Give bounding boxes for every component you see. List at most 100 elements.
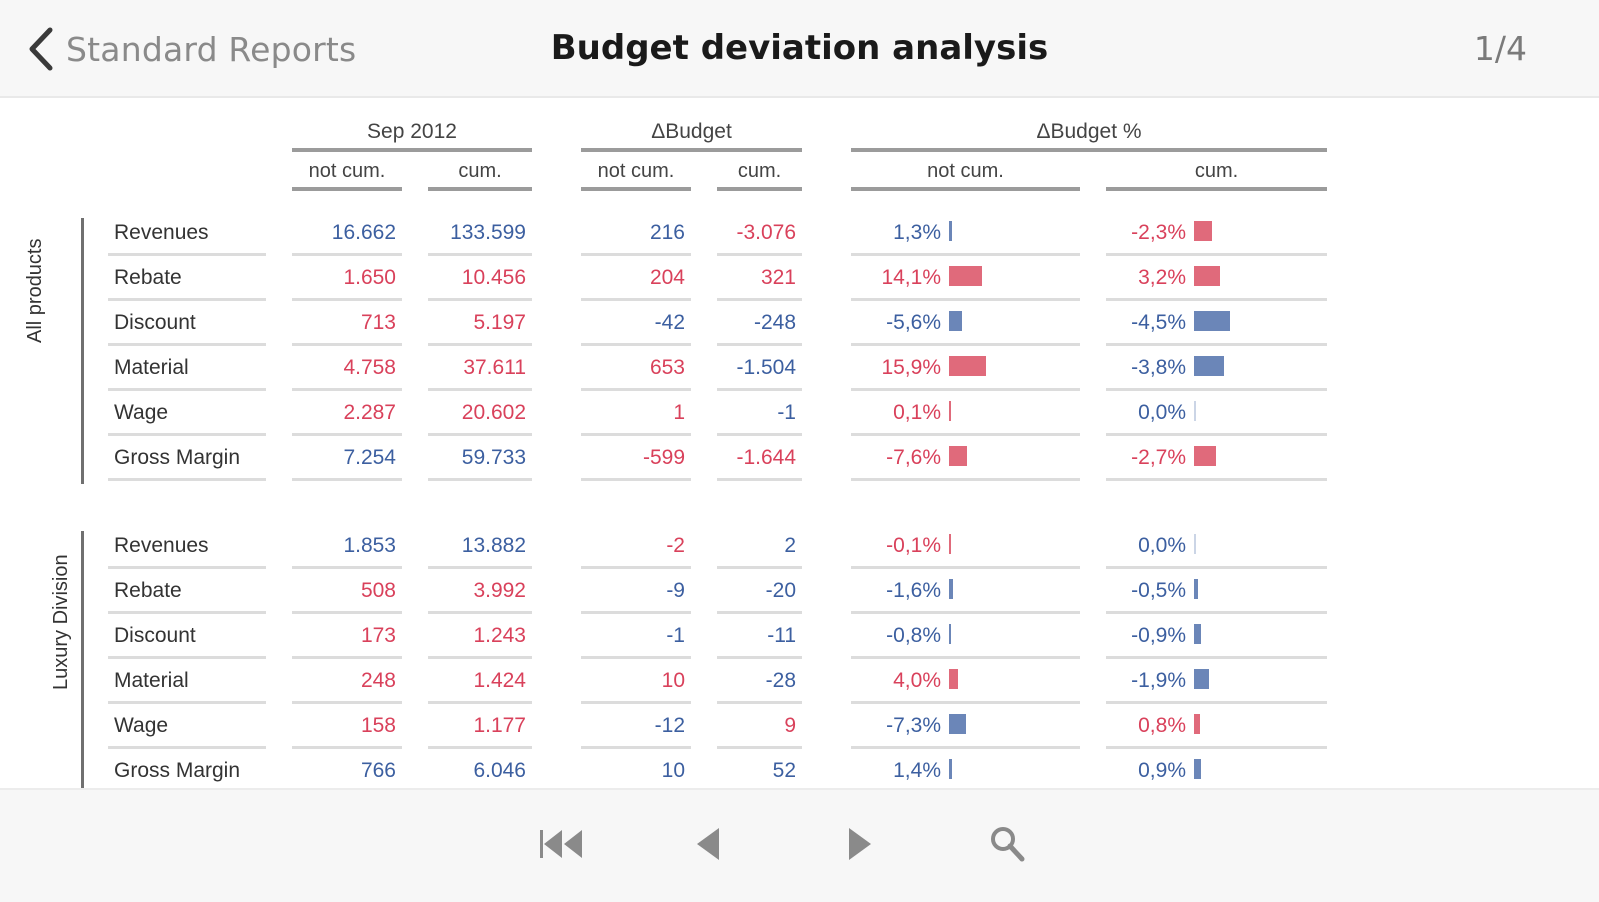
deviation-bar <box>949 446 967 467</box>
header-divider <box>428 187 532 191</box>
header-divider <box>292 187 402 191</box>
subheader-not-cum: not cum. <box>308 160 386 182</box>
skip-to-first-icon <box>540 830 582 858</box>
value-cell: 158 <box>292 706 402 749</box>
percent-cell: 3,2% <box>1106 258 1327 301</box>
percent-cell: 1,3% <box>851 213 1080 256</box>
percent-value: -0,9% <box>1131 624 1186 647</box>
deviation-bar <box>1194 446 1216 467</box>
percent-value: -1,9% <box>1131 669 1186 692</box>
percent-value: -0,1% <box>886 534 941 557</box>
percent-cell: -0,5% <box>1106 571 1327 614</box>
back-button[interactable]: Standard Reports <box>26 24 356 74</box>
table-row: Wage 2.287 20.602 1 -1 0,1% 0,0% <box>0 393 1599 439</box>
percent-cell: 14,1% <box>851 258 1080 301</box>
value-cell: 204 <box>581 258 691 301</box>
deviation-bar <box>1194 221 1212 242</box>
value-cell: 321 <box>717 258 802 301</box>
row-label: Revenues <box>108 213 266 256</box>
value-cell: -9 <box>581 571 691 614</box>
column-group-sep-2012: Sep 2012 <box>367 120 457 143</box>
row-label: Wage <box>108 706 266 749</box>
row-label: Gross Margin <box>108 438 266 481</box>
percent-value: 0,8% <box>1138 714 1186 737</box>
percent-value: 0,0% <box>1138 534 1186 557</box>
table-row: Material 248 1.424 10 -28 4,0% -1,9% <box>0 661 1599 707</box>
percent-cell: 0,0% <box>1106 526 1327 569</box>
row-label: Discount <box>108 616 266 659</box>
page-indicator: 1/4 <box>1473 29 1527 68</box>
deviation-bar <box>949 669 958 690</box>
percent-value: -7,3% <box>886 714 941 737</box>
header-divider <box>851 187 1080 191</box>
header-divider <box>1106 187 1327 191</box>
percent-cell: -7,6% <box>851 438 1080 481</box>
top-bar: Standard Reports Budget deviation analys… <box>0 0 1599 98</box>
table-row: Discount 713 5.197 -42 -248 -5,6% -4,5% <box>0 303 1599 349</box>
subheader-cum: cum. <box>737 160 782 182</box>
next-page-button[interactable] <box>830 818 890 870</box>
percent-cell: 1,4% <box>851 751 1080 788</box>
search-button[interactable] <box>978 818 1038 870</box>
subheader-cum: cum. <box>458 160 502 182</box>
row-label: Material <box>108 348 266 391</box>
deviation-bar <box>1194 311 1230 332</box>
value-cell: 1.424 <box>428 661 532 704</box>
percent-value: -7,6% <box>886 446 941 469</box>
deviation-bar <box>1194 356 1224 377</box>
percent-value: 0,9% <box>1138 759 1186 782</box>
percent-value: -1,6% <box>886 579 941 602</box>
deviation-bar <box>949 401 951 422</box>
value-cell: 2.287 <box>292 393 402 436</box>
previous-page-button[interactable] <box>678 818 738 870</box>
percent-cell: 0,1% <box>851 393 1080 436</box>
deviation-bar <box>949 714 966 735</box>
page-title: Budget deviation analysis <box>550 28 1049 68</box>
value-cell: 20.602 <box>428 393 532 436</box>
subheader-cum: cum. <box>1194 160 1239 182</box>
value-cell: 766 <box>292 751 402 788</box>
value-cell: 216 <box>581 213 691 256</box>
deviation-bar <box>949 311 962 332</box>
percent-cell: -0,9% <box>1106 616 1327 659</box>
percent-cell: 0,0% <box>1106 393 1327 436</box>
percent-cell: -2,7% <box>1106 438 1327 481</box>
value-cell: -20 <box>717 571 802 614</box>
header-divider <box>717 187 802 191</box>
table-row: Revenues 16.662 133.599 216 -3.076 1,3% -2,3% <box>0 213 1599 259</box>
value-cell: -1 <box>717 393 802 436</box>
chevron-left-icon <box>29 27 53 71</box>
percent-cell: -3,8% <box>1106 348 1327 391</box>
value-cell: 59.733 <box>428 438 532 481</box>
table-row: Revenues 1.853 13.882 -2 2 -0,1% 0,0% <box>0 526 1599 572</box>
percent-cell: 15,9% <box>851 348 1080 391</box>
first-page-button[interactable] <box>532 818 592 870</box>
value-cell: -12 <box>581 706 691 749</box>
value-cell: -3.076 <box>717 213 802 256</box>
value-cell: 10.456 <box>428 258 532 301</box>
bottom-toolbar <box>0 788 1599 902</box>
deviation-bar <box>1194 534 1196 555</box>
value-cell: 653 <box>581 348 691 391</box>
value-cell: 133.599 <box>428 213 532 256</box>
value-cell: 713 <box>292 303 402 346</box>
deviation-bar <box>949 266 982 287</box>
percent-cell: -4,5% <box>1106 303 1327 346</box>
subheader-not-cum: not cum. <box>597 160 675 182</box>
row-label: Wage <box>108 393 266 436</box>
section-bracket <box>81 218 84 484</box>
previous-icon <box>697 828 719 860</box>
header-divider <box>851 148 1327 152</box>
report-content: Sep 2012 ΔBudget ΔBudget % not cum. cum.… <box>0 98 1599 788</box>
value-cell: 3.992 <box>428 571 532 614</box>
value-cell: 52 <box>717 751 802 788</box>
table-row: Discount 173 1.243 -1 -11 -0,8% -0,9% <box>0 616 1599 662</box>
value-cell: -11 <box>717 616 802 659</box>
value-cell: 2 <box>717 526 802 569</box>
row-label: Revenues <box>108 526 266 569</box>
next-icon <box>849 828 871 860</box>
percent-value: -0,5% <box>1131 579 1186 602</box>
header-divider <box>581 187 691 191</box>
percent-cell: 0,8% <box>1106 706 1327 749</box>
percent-value: -0,8% <box>886 624 941 647</box>
